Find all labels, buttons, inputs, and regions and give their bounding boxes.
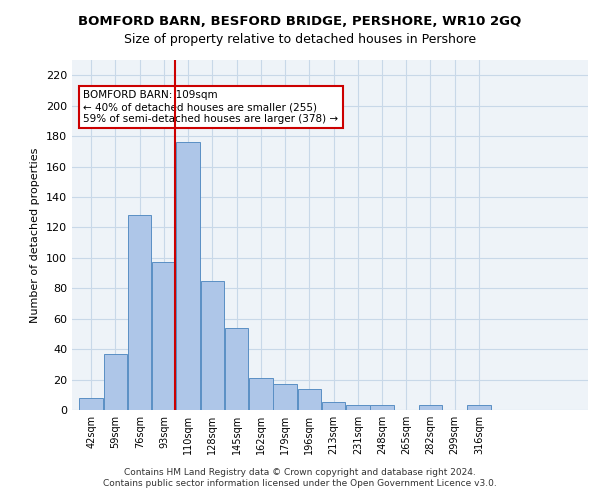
Text: BOMFORD BARN: 109sqm
← 40% of detached houses are smaller (255)
59% of semi-deta: BOMFORD BARN: 109sqm ← 40% of detached h… — [83, 90, 338, 124]
Bar — [249, 378, 272, 410]
Bar — [274, 384, 297, 410]
Y-axis label: Number of detached properties: Number of detached properties — [31, 148, 40, 322]
Bar — [79, 398, 103, 410]
Bar — [128, 215, 151, 410]
Bar — [152, 262, 176, 410]
Bar — [176, 142, 200, 410]
Bar — [200, 280, 224, 410]
Bar — [419, 406, 442, 410]
Bar — [370, 406, 394, 410]
Text: BOMFORD BARN, BESFORD BRIDGE, PERSHORE, WR10 2GQ: BOMFORD BARN, BESFORD BRIDGE, PERSHORE, … — [79, 15, 521, 28]
Bar — [346, 406, 370, 410]
Bar — [225, 328, 248, 410]
Text: Contains HM Land Registry data © Crown copyright and database right 2024.
Contai: Contains HM Land Registry data © Crown c… — [103, 468, 497, 487]
Bar — [104, 354, 127, 410]
Bar — [467, 406, 491, 410]
Bar — [298, 388, 321, 410]
Text: Size of property relative to detached houses in Pershore: Size of property relative to detached ho… — [124, 32, 476, 46]
Bar — [322, 402, 346, 410]
